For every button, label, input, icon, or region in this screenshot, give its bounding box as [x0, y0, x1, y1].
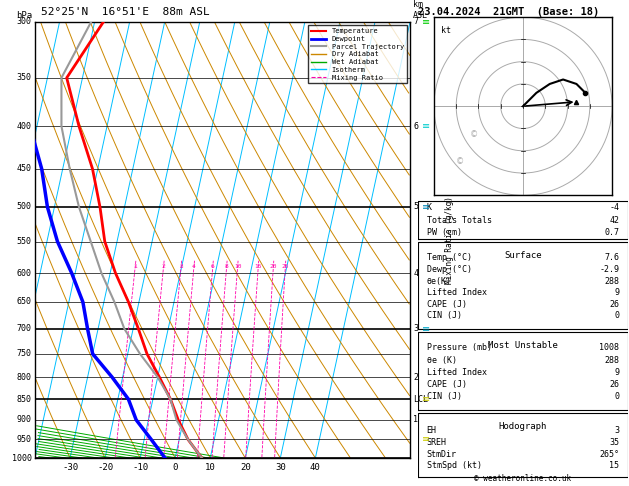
Text: Totals Totals: Totals Totals	[426, 215, 492, 225]
Text: 35: 35	[610, 438, 620, 447]
Text: kt: kt	[441, 26, 451, 35]
Text: Lifted Index: Lifted Index	[426, 368, 487, 377]
Text: CAPE (J): CAPE (J)	[426, 300, 467, 309]
Text: © weatheronline.co.uk: © weatheronline.co.uk	[474, 473, 572, 483]
Text: ≡: ≡	[421, 17, 430, 27]
Text: 1: 1	[133, 264, 137, 269]
Text: θe(K): θe(K)	[426, 277, 452, 286]
Text: LCL: LCL	[413, 395, 428, 404]
Text: Most Unstable: Most Unstable	[488, 341, 558, 349]
Text: Surface: Surface	[504, 251, 542, 260]
Text: PW (cm): PW (cm)	[426, 228, 462, 237]
Text: 15: 15	[255, 264, 262, 269]
Text: ≡: ≡	[421, 324, 430, 334]
Text: 10: 10	[205, 463, 216, 472]
Text: ≡: ≡	[421, 434, 430, 444]
Text: 3: 3	[615, 426, 620, 435]
Text: 700: 700	[17, 324, 32, 333]
Text: 25: 25	[282, 264, 289, 269]
Text: 400: 400	[17, 122, 32, 131]
Text: 6: 6	[413, 122, 418, 131]
Text: 0.7: 0.7	[604, 228, 620, 237]
Text: -30: -30	[62, 463, 78, 472]
Text: 350: 350	[17, 73, 32, 82]
Text: CIN (J): CIN (J)	[426, 312, 462, 320]
Text: 4: 4	[413, 268, 418, 278]
Text: 1000: 1000	[12, 453, 32, 463]
Text: km
ASL: km ASL	[413, 0, 428, 19]
Text: 288: 288	[604, 356, 620, 364]
Text: ©: ©	[470, 130, 478, 139]
Text: Dewp (°C): Dewp (°C)	[426, 265, 472, 274]
Text: StmSpd (kt): StmSpd (kt)	[426, 461, 482, 470]
Text: 6: 6	[211, 264, 214, 269]
Text: 3: 3	[413, 324, 418, 333]
Text: CIN (J): CIN (J)	[426, 392, 462, 401]
Text: hPa: hPa	[16, 11, 32, 19]
Text: 9: 9	[615, 288, 620, 297]
Text: 265°: 265°	[599, 450, 620, 458]
Text: 1: 1	[413, 416, 418, 424]
Text: ≡: ≡	[421, 121, 430, 131]
Text: 850: 850	[17, 395, 32, 404]
Text: 1008: 1008	[599, 344, 620, 352]
Text: 550: 550	[17, 237, 32, 246]
Text: 950: 950	[17, 435, 32, 444]
Text: 8: 8	[225, 264, 228, 269]
Text: Hodograph: Hodograph	[499, 422, 547, 431]
Text: 4: 4	[192, 264, 196, 269]
Text: SREH: SREH	[426, 438, 447, 447]
Text: 5: 5	[413, 203, 418, 211]
Text: 500: 500	[17, 203, 32, 211]
Text: 30: 30	[275, 463, 286, 472]
Text: 600: 600	[17, 268, 32, 278]
Text: 40: 40	[310, 463, 321, 472]
Text: ≡: ≡	[421, 202, 430, 212]
Text: 900: 900	[17, 416, 32, 424]
Text: 23.04.2024  21GMT  (Base: 18): 23.04.2024 21GMT (Base: 18)	[418, 7, 599, 17]
Text: 0: 0	[615, 392, 620, 401]
Text: 650: 650	[17, 297, 32, 307]
Text: 750: 750	[17, 349, 32, 358]
Text: 15: 15	[610, 461, 620, 470]
Text: Mixing Ratio (g/kg): Mixing Ratio (g/kg)	[445, 196, 454, 284]
Legend: Temperature, Dewpoint, Parcel Trajectory, Dry Adiabat, Wet Adiabat, Isotherm, Mi: Temperature, Dewpoint, Parcel Trajectory…	[308, 25, 406, 84]
Text: 9: 9	[615, 368, 620, 377]
Text: 0: 0	[615, 312, 620, 320]
Text: 288: 288	[604, 277, 620, 286]
Text: 26: 26	[610, 380, 620, 389]
Text: EH: EH	[426, 426, 437, 435]
Text: 2: 2	[162, 264, 165, 269]
Text: -4: -4	[610, 203, 620, 212]
Text: 7.6: 7.6	[604, 253, 620, 262]
Text: 3: 3	[179, 264, 183, 269]
Text: 7: 7	[413, 17, 418, 27]
Text: 26: 26	[610, 300, 620, 309]
Text: 0: 0	[172, 463, 178, 472]
Text: -2.9: -2.9	[599, 265, 620, 274]
Text: Temp (°C): Temp (°C)	[426, 253, 472, 262]
Text: θe (K): θe (K)	[426, 356, 457, 364]
Text: ©: ©	[456, 157, 464, 166]
Text: -10: -10	[132, 463, 148, 472]
Text: CAPE (J): CAPE (J)	[426, 380, 467, 389]
Text: StmDir: StmDir	[426, 450, 457, 458]
Text: 52°25'N  16°51'E  88m ASL: 52°25'N 16°51'E 88m ASL	[42, 7, 210, 17]
Text: Pressure (mb): Pressure (mb)	[426, 344, 492, 352]
Text: 450: 450	[17, 164, 32, 174]
Text: Lifted Index: Lifted Index	[426, 288, 487, 297]
Text: 10: 10	[234, 264, 242, 269]
Text: 20: 20	[270, 264, 277, 269]
Text: 20: 20	[240, 463, 250, 472]
Text: ≡: ≡	[421, 394, 430, 404]
Text: 2: 2	[413, 373, 418, 382]
Text: 800: 800	[17, 373, 32, 382]
Text: -20: -20	[97, 463, 113, 472]
Text: 42: 42	[610, 215, 620, 225]
Text: K: K	[426, 203, 431, 212]
Text: 300: 300	[17, 17, 32, 27]
